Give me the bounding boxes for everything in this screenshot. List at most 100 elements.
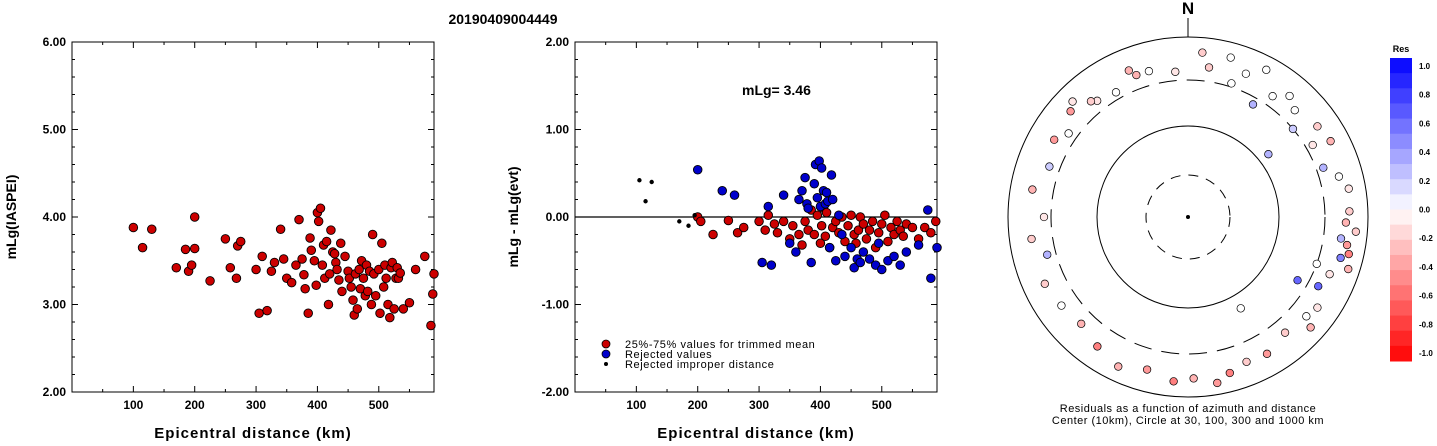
plot2-data-point xyxy=(919,222,930,233)
plot1-data-point xyxy=(370,291,381,301)
polar-station-point xyxy=(1342,240,1352,250)
plot2-xtick-label: 400 xyxy=(810,398,830,412)
plot1-data-point xyxy=(352,304,363,314)
plot2-data-point xyxy=(923,205,933,215)
colorbar-segment xyxy=(1390,285,1412,301)
polar-station-point xyxy=(1268,92,1277,101)
colorbar-segment xyxy=(1390,300,1412,317)
polar-station-point xyxy=(1144,66,1154,76)
colorbar-segment xyxy=(1390,194,1412,210)
plot1-data-point xyxy=(313,216,324,227)
colorbar-tick-label: -0.6 xyxy=(1419,292,1433,301)
plot2-data-point xyxy=(717,185,728,196)
plot2-data-point xyxy=(926,227,936,238)
polar-station-point xyxy=(1027,234,1036,244)
plot2-data-point xyxy=(723,215,734,226)
plot2-data-point xyxy=(877,264,887,275)
plot1-data-point xyxy=(346,282,356,292)
ring-1000km xyxy=(1007,36,1369,398)
colorbar-segment xyxy=(1390,330,1412,347)
polar-station-point xyxy=(1124,66,1133,75)
magnitude-vs-distance-panel: 2.00 3.00 4.00 5.00 6.00 100 200 300 400 500 Epi… xyxy=(3,35,439,442)
plot1-data-point xyxy=(251,264,261,275)
polar-station-point xyxy=(1313,122,1322,131)
colorbar-segment xyxy=(1390,270,1412,286)
polar-station-point xyxy=(1225,368,1234,378)
plot1-data-point xyxy=(367,229,378,240)
plot1-data-point xyxy=(128,222,139,233)
colorbar-segment xyxy=(1390,224,1412,241)
plot1-data-point xyxy=(337,286,347,297)
colorbar-tick-label: 1.0 xyxy=(1419,62,1431,71)
plot2-xtick-label: 500 xyxy=(872,398,892,412)
plot1-data-point xyxy=(225,263,236,273)
plot1-data-point xyxy=(137,242,148,253)
ring-100km xyxy=(1096,125,1280,309)
plot1-data-point xyxy=(358,273,369,284)
plot2-data-point xyxy=(864,254,875,264)
polar-station-point xyxy=(1306,323,1315,332)
plot1-data-point xyxy=(180,244,191,255)
polar-station-point xyxy=(1344,264,1353,274)
plot1-data-point xyxy=(186,260,197,270)
plot2-data-point xyxy=(806,257,816,268)
plot2-data-point xyxy=(926,273,936,284)
plot1-data-point xyxy=(377,238,387,248)
plot2-data-point xyxy=(692,164,703,175)
legend-marker xyxy=(601,339,611,349)
plot1-data-point xyxy=(205,276,215,286)
plot2-data-point xyxy=(769,219,780,229)
plot2-data-point xyxy=(637,178,642,183)
plot2-data-point xyxy=(864,225,875,235)
colorbar-tick-label: 0.8 xyxy=(1419,91,1431,100)
plot2-xtick-label: 200 xyxy=(688,398,708,412)
plot1-data-point xyxy=(189,243,200,254)
plot1-data-point xyxy=(297,254,307,264)
plot2-data-point xyxy=(794,229,804,240)
plot2-data-point xyxy=(754,216,764,227)
plot1-data-point xyxy=(311,280,321,291)
plot1-data-point xyxy=(323,299,334,310)
colorbar-tick-label: 0.0 xyxy=(1419,206,1431,215)
plot2-data-point xyxy=(892,216,902,227)
plot2-data-point xyxy=(895,260,905,270)
plot2-data-point xyxy=(931,216,941,227)
polar-station-point xyxy=(1066,107,1075,116)
plot1-data-point xyxy=(410,264,421,275)
polar-station-point xyxy=(1213,378,1222,388)
plot1-data-point xyxy=(332,264,342,275)
plot2-data-point xyxy=(763,210,774,220)
plot1-data-point xyxy=(395,268,406,278)
plot1-data-point xyxy=(329,248,340,259)
plot2-ytick-label: -1.00 xyxy=(542,298,570,312)
legend-label: 25%-75% values for trimmed mean xyxy=(625,339,815,351)
plot1-data-point xyxy=(269,257,280,268)
polar-station-point xyxy=(1326,137,1335,146)
polar-station-point xyxy=(1288,124,1298,134)
plot2-data-point xyxy=(778,190,789,200)
plot2-data-point xyxy=(778,216,789,227)
plot1-data-point xyxy=(291,260,301,270)
polar-station-point xyxy=(1264,150,1273,159)
plot2-data-point xyxy=(816,163,827,173)
plot2-data-point xyxy=(873,227,884,238)
plot2-data-point xyxy=(898,231,909,241)
mlg-value-label: mLg= 3.46 xyxy=(742,82,811,98)
polar-station-point xyxy=(1262,65,1271,74)
plot1-xtick-label: 400 xyxy=(307,398,327,412)
plot2-ylabel: mLg - mLg(evt) xyxy=(505,166,521,267)
plot2-ytick-label: 1.00 xyxy=(546,123,570,137)
plot1-xlabel: Epicentral distance (km) xyxy=(154,425,351,441)
colorbar-tick-label: -0.8 xyxy=(1419,320,1433,329)
plot2-data-point xyxy=(686,223,691,228)
polar-station-point xyxy=(1351,227,1361,236)
plot1-data-point xyxy=(254,308,264,319)
plot1-data-point xyxy=(335,238,346,248)
plot1-xtick-label: 300 xyxy=(246,398,266,412)
residual-colorbar: Res 1.0 0.8 0.6 0.4 0.2 0.0 -0.2 -0.4 -0.6 -0.8 -1… xyxy=(1390,44,1433,362)
plot2-data-point xyxy=(784,238,795,248)
plot2-data-point xyxy=(858,247,869,257)
plot2-data-point xyxy=(824,242,835,253)
